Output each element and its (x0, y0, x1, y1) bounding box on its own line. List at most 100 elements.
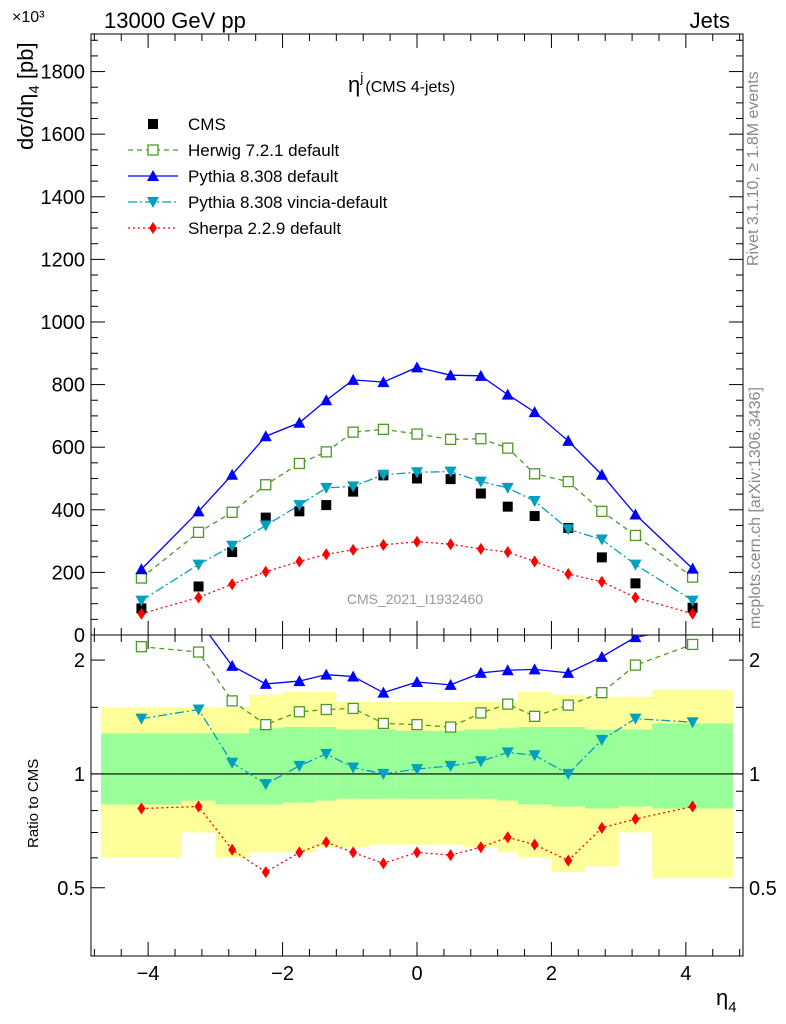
data-point-pythia-8-308-default (377, 376, 390, 388)
ratio-point-pythia-8-308-default (193, 614, 205, 625)
ratio-point-pythia-8-308-default (259, 677, 272, 689)
ratio-band-inner (517, 727, 552, 805)
ratio-point-herwig-7-2-1-default (528, 710, 541, 722)
data-point-sherpa-2-2-9-default (137, 607, 146, 620)
ratio-point-pythia-8-308-vincia-default (595, 734, 608, 746)
x-tick-label: −2 (271, 963, 294, 985)
ratio-point-herwig-7-2-1-default (444, 721, 457, 733)
data-point-cms (596, 552, 607, 563)
ratio-point-sherpa-2-2-9-default (228, 843, 237, 856)
data-point-pythia-8-308-vincia-default (629, 559, 642, 571)
data-point-pythia-8-308-vincia-default (192, 559, 205, 571)
ratio-point-pythia-8-308-vincia-default (320, 748, 333, 760)
ratio-band-inner (101, 733, 182, 805)
ratio-y-tick-label-right: 1 (749, 764, 760, 786)
data-point-herwig-7-2-1-default (260, 479, 272, 491)
ratio-point-pythia-8-308-default (501, 664, 514, 676)
ratio-axis-label: Ratio to CMS (25, 759, 42, 848)
ratio-point-pythia-8-308-default (293, 675, 306, 687)
data-point-pythia-8-308-default (226, 468, 239, 480)
data-point-sherpa-2-2-9-default (413, 535, 421, 548)
x-tick-label: 4 (680, 963, 691, 985)
data-point-sherpa-2-2-9-default (476, 542, 485, 555)
ratio-band-inner (316, 727, 337, 801)
ratio-point-sherpa-2-2-9-default (137, 802, 146, 815)
data-point-herwig-7-2-1-default (135, 572, 148, 584)
data-point-herwig-7-2-1-default (377, 423, 390, 435)
legend-label-herwig-7-2-1-default: Herwig 7.2.1 default (188, 141, 339, 160)
data-point-pythia-8-308-vincia-default (501, 482, 514, 494)
data-point-herwig-7-2-1-default (411, 428, 423, 440)
data-point-pythia-8-308-vincia-default (528, 496, 541, 508)
ratio-point-herwig-7-2-1-default (686, 638, 699, 651)
data-point-pythia-8-308-vincia-default (686, 595, 699, 607)
y-tick-label: 0 (74, 625, 85, 647)
ratio-point-pythia-8-308-vincia-default (629, 713, 642, 725)
plot-title: ηj(CMS 4-jets) (348, 69, 455, 97)
data-point-pythia-8-308-default (293, 416, 306, 428)
data-point-pythia-8-308-default (192, 505, 205, 517)
data-point-cms (529, 511, 540, 522)
ratio-point-pythia-8-308-default (474, 666, 487, 678)
ratio-point-pythia-8-308-vincia-default (411, 764, 423, 776)
ratio-band-inner (497, 728, 518, 801)
ratio-point-herwig-7-2-1-default (411, 718, 423, 731)
legend-label-pythia-8-308-vincia-default: Pythia 8.308 vincia-default (188, 193, 388, 212)
ratio-point-herwig-7-2-1-default (377, 717, 390, 730)
data-point-pythia-8-308-vincia-default (562, 524, 575, 536)
ratio-point-herwig-7-2-1-default (260, 718, 272, 731)
data-point-sherpa-2-2-9-default (631, 591, 640, 604)
ratio-point-sherpa-2-2-9-default (476, 841, 485, 854)
data-point-pythia-8-308-default (528, 406, 541, 418)
data-point-pythia-8-308-default (411, 361, 423, 373)
ratio-point-pythia-8-308-vincia-default (259, 779, 272, 791)
data-point-sherpa-2-2-9-default (564, 567, 573, 580)
data-point-pythia-8-308-vincia-default (474, 476, 487, 488)
ratio-y-tick-label: 1 (74, 764, 85, 786)
ratio-point-pythia-8-308-default (135, 620, 147, 631)
data-point-cms (321, 500, 332, 511)
ratio-point-pythia-8-308-default (377, 686, 390, 698)
ratio-point-herwig-7-2-1-default (347, 702, 359, 715)
legend-label-sherpa-2-2-9-default: Sherpa 2.2.9 default (188, 219, 341, 238)
analysis-watermark: CMS_2021_I1932460 (347, 591, 483, 607)
data-point-pythia-8-308-default (347, 373, 360, 385)
data-point-cms (260, 512, 271, 523)
data-point-cms (502, 501, 513, 512)
x-axis-label: η4 (716, 985, 737, 1016)
data-point-herwig-7-2-1-default (293, 457, 306, 470)
ratio-point-sherpa-2-2-9-default (530, 838, 539, 851)
ratio-point-sherpa-2-2-9-default (349, 846, 358, 859)
series-line-herwig-7-2-1-default (141, 428, 693, 579)
ratio-point-pythia-8-308-default (562, 666, 575, 678)
data-point-pythia-8-308-default (259, 430, 272, 442)
ratio-band-inner (652, 723, 733, 809)
ratio-point-herwig-7-2-1-default (226, 695, 238, 707)
y-tick-label: 1200 (41, 249, 86, 271)
ratio-point-sherpa-2-2-9-default (322, 836, 331, 849)
ratio-y-tick-label: 0.5 (57, 878, 85, 900)
data-point-herwig-7-2-1-default (320, 446, 332, 458)
data-point-cms (630, 578, 641, 589)
exponent-label: ×10³ (12, 9, 45, 26)
y-tick-label: 800 (52, 375, 85, 397)
data-point-sherpa-2-2-9-default (194, 591, 203, 604)
ratio-point-sherpa-2-2-9-default (631, 812, 640, 825)
data-point-herwig-7-2-1-default (562, 475, 574, 488)
legend-marker-herwig-7-2-1-default (147, 144, 159, 156)
ratio-point-pythia-8-308-vincia-default (528, 750, 541, 762)
data-point-herwig-7-2-1-default (596, 505, 608, 518)
data-point-pythia-8-308-vincia-default (347, 481, 360, 493)
ratio-point-herwig-7-2-1-default (629, 659, 642, 671)
y-tick-label: 600 (52, 437, 85, 459)
ratio-point-pythia-8-308-vincia-default (192, 704, 205, 716)
ratio-point-pythia-8-308-default (687, 621, 699, 632)
ratio-point-sherpa-2-2-9-default (295, 846, 304, 859)
ratio-point-herwig-7-2-1-default (320, 703, 332, 716)
ratio-band-inner (551, 727, 586, 807)
ratio-point-pythia-8-308-default (444, 678, 457, 690)
ratio-point-sherpa-2-2-9-default (688, 800, 697, 813)
ratio-point-herwig-7-2-1-default (135, 641, 148, 653)
ratio-point-herwig-7-2-1-default (192, 646, 205, 658)
